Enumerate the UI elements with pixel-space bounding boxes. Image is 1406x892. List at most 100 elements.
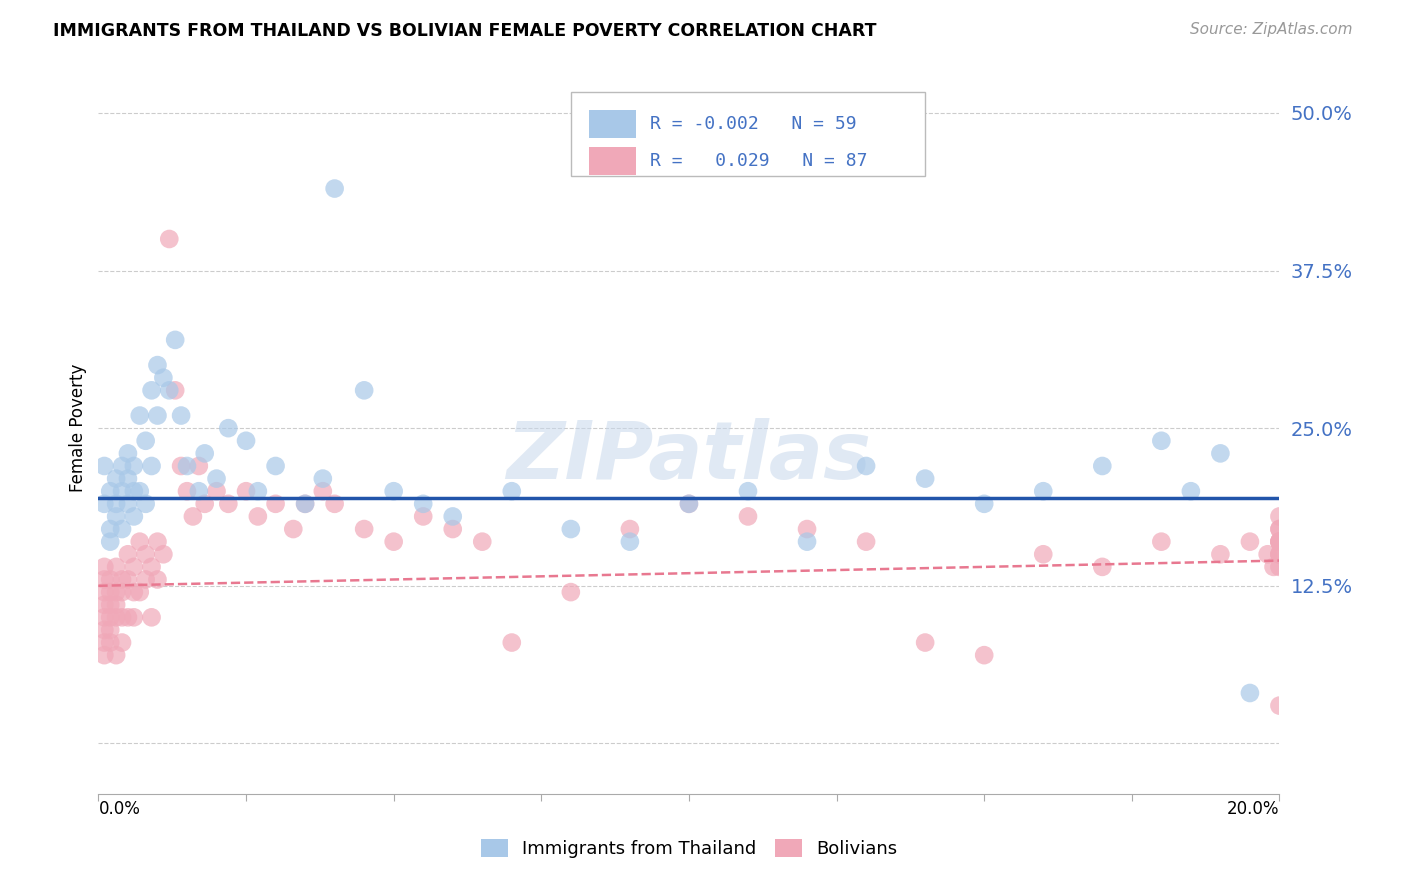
Point xyxy=(471,534,494,549)
Point xyxy=(117,446,139,460)
Point xyxy=(264,497,287,511)
Point xyxy=(235,484,257,499)
Point xyxy=(93,610,115,624)
Point xyxy=(323,181,346,195)
Point xyxy=(973,497,995,511)
Point xyxy=(1268,547,1291,561)
Point xyxy=(128,534,150,549)
Point xyxy=(141,610,163,624)
Point xyxy=(501,484,523,499)
Point xyxy=(135,434,157,448)
Point xyxy=(441,522,464,536)
Text: IMMIGRANTS FROM THAILAND VS BOLIVIAN FEMALE POVERTY CORRELATION CHART: IMMIGRANTS FROM THAILAND VS BOLIVIAN FEM… xyxy=(53,22,877,40)
Point xyxy=(122,509,145,524)
Point xyxy=(135,573,157,587)
Point xyxy=(170,409,193,423)
Point xyxy=(135,497,157,511)
Point xyxy=(194,446,217,460)
Point xyxy=(412,497,434,511)
Point xyxy=(111,585,134,599)
Point xyxy=(146,534,169,549)
Point xyxy=(105,472,128,486)
Point xyxy=(122,484,145,499)
Point xyxy=(117,547,139,561)
Point xyxy=(1268,534,1291,549)
Point xyxy=(382,484,405,499)
Point xyxy=(1209,446,1232,460)
FancyBboxPatch shape xyxy=(571,92,925,176)
Point xyxy=(152,547,174,561)
Point xyxy=(1091,458,1114,473)
Point xyxy=(205,472,228,486)
Point xyxy=(796,534,818,549)
Point xyxy=(111,573,134,587)
Point xyxy=(264,458,287,473)
Point xyxy=(105,509,128,524)
Point xyxy=(165,384,187,398)
Point xyxy=(128,484,150,499)
Point xyxy=(170,458,193,473)
Point xyxy=(98,522,121,536)
Point xyxy=(117,610,139,624)
Point xyxy=(1268,560,1291,574)
Point xyxy=(105,560,128,574)
Point xyxy=(1150,434,1173,448)
Point xyxy=(111,635,134,649)
Point xyxy=(1268,534,1291,549)
Point xyxy=(128,409,150,423)
Point xyxy=(122,560,145,574)
Point xyxy=(157,232,180,246)
Point xyxy=(98,598,121,612)
Point xyxy=(141,458,163,473)
Point xyxy=(128,585,150,599)
Point xyxy=(283,522,305,536)
Point xyxy=(235,434,257,448)
Point xyxy=(105,598,128,612)
Point xyxy=(1239,686,1261,700)
FancyBboxPatch shape xyxy=(589,110,636,137)
Point xyxy=(1268,534,1291,549)
Point xyxy=(187,484,209,499)
Point xyxy=(105,585,128,599)
Point xyxy=(205,484,228,499)
Point xyxy=(176,458,198,473)
Point xyxy=(1257,547,1279,561)
Point xyxy=(914,472,936,486)
Point xyxy=(737,484,759,499)
Point xyxy=(93,623,115,637)
Point xyxy=(353,384,375,398)
Point xyxy=(294,497,316,511)
Point xyxy=(93,497,115,511)
Point xyxy=(111,522,134,536)
Point xyxy=(98,484,121,499)
Point xyxy=(560,585,582,599)
Point xyxy=(619,534,641,549)
Text: R = -0.002   N = 59: R = -0.002 N = 59 xyxy=(650,115,856,133)
Point xyxy=(353,522,375,536)
Point xyxy=(157,384,180,398)
Point xyxy=(973,648,995,662)
Point xyxy=(312,472,335,486)
Point xyxy=(914,635,936,649)
Point xyxy=(141,384,163,398)
Point xyxy=(1268,522,1291,536)
Point xyxy=(122,458,145,473)
Text: ZIPatlas: ZIPatlas xyxy=(506,418,872,497)
Point xyxy=(382,534,405,549)
Point xyxy=(93,598,115,612)
Point xyxy=(1091,560,1114,574)
Point xyxy=(1180,484,1202,499)
Point xyxy=(187,458,209,473)
Point xyxy=(246,509,269,524)
Point xyxy=(146,409,169,423)
Point xyxy=(111,610,134,624)
Point xyxy=(1268,522,1291,536)
Point xyxy=(117,573,139,587)
Point xyxy=(217,497,239,511)
Point xyxy=(412,509,434,524)
Point xyxy=(1239,534,1261,549)
Point xyxy=(312,484,335,499)
FancyBboxPatch shape xyxy=(589,147,636,175)
Point xyxy=(111,458,134,473)
Point xyxy=(105,610,128,624)
